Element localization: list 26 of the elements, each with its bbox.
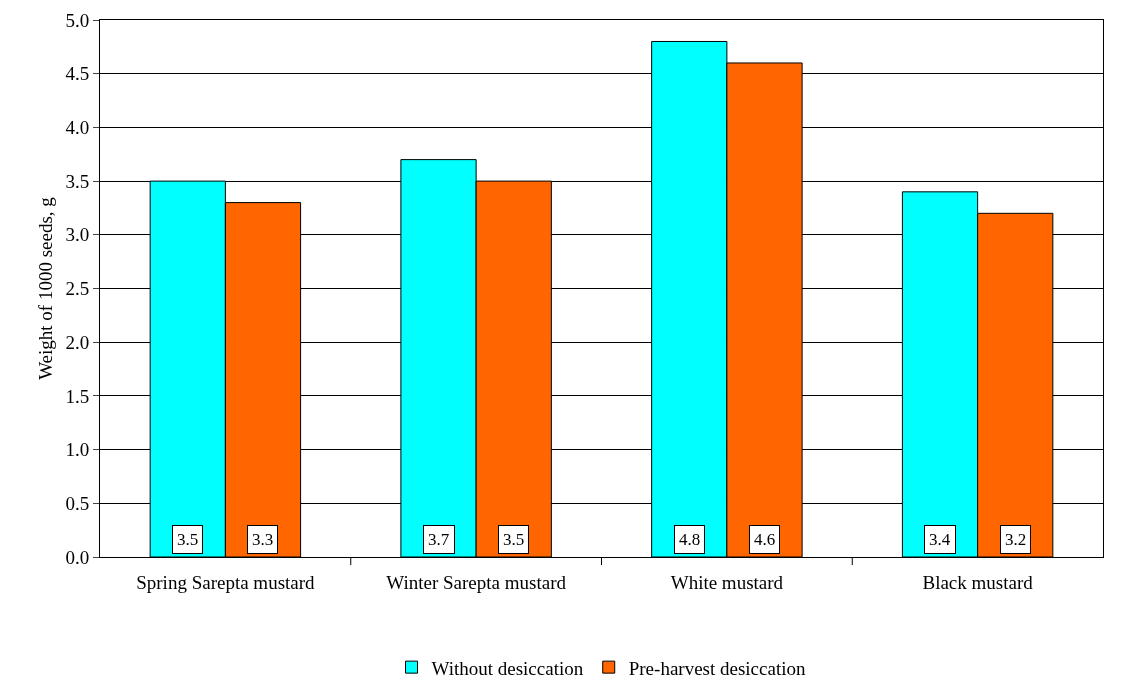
data-label: 3.2 — [1005, 530, 1027, 549]
y-tick-label: 2.0 — [65, 331, 90, 353]
y-tick-label: 5.0 — [65, 9, 90, 31]
data-label: 3.7 — [428, 530, 450, 549]
data-label: 4.8 — [679, 530, 701, 549]
data-label: 3.4 — [929, 530, 951, 549]
y-tick-label: 3.5 — [65, 170, 90, 192]
legend-label: Without desiccation — [431, 657, 584, 679]
data-label: 3.5 — [503, 530, 525, 549]
y-tick-label: 4.5 — [65, 63, 90, 85]
y-tick-label: 0.5 — [65, 492, 90, 514]
y-tick-label: 2.5 — [65, 278, 90, 300]
y-axis-title: Weight of 1000 seeds, g — [35, 196, 56, 380]
x-tick-label: Winter Sarepta mustard — [386, 571, 567, 593]
x-tick-label: White mustard — [670, 571, 784, 593]
data-label: 3.5 — [177, 530, 199, 549]
y-tick-label: 1.5 — [65, 385, 90, 407]
legend-label: Pre-harvest desiccation — [628, 657, 806, 679]
y-tick-label: 4.0 — [65, 117, 90, 139]
y-tick-label: 0.0 — [65, 546, 90, 568]
x-tick-label: Spring Sarepta mustard — [136, 571, 316, 593]
x-tick-label: Black mustard — [922, 571, 1034, 593]
y-tick-label: 3.0 — [65, 224, 90, 246]
y-tick-label: 1.0 — [65, 439, 90, 461]
data-label: 3.3 — [252, 530, 274, 549]
data-label: 4.6 — [754, 530, 776, 549]
